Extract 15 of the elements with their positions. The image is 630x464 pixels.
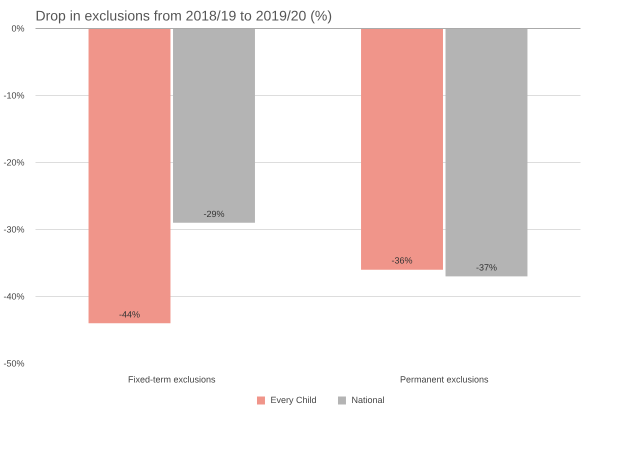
- x-tick-label: Permanent exclusions: [400, 374, 490, 384]
- y-tick-label: -40%: [3, 292, 25, 302]
- data-label: -37%: [476, 262, 497, 272]
- y-tick-label: -20%: [3, 158, 25, 168]
- legend-label: National: [351, 395, 385, 405]
- data-label: -44%: [119, 309, 140, 320]
- data-label: -29%: [203, 208, 224, 219]
- y-tick-label: 0%: [11, 24, 25, 34]
- legend-label: Every Child: [270, 395, 316, 405]
- data-label: -36%: [392, 256, 413, 266]
- y-tick-label: -30%: [3, 224, 25, 234]
- y-tick-label: -50%: [3, 358, 25, 368]
- chart-title: Drop in exclusions from 2018/19 to 2019/20 (%): [36, 8, 332, 24]
- x-tick-label: Fixed-term exclusions: [128, 374, 216, 384]
- y-tick-label: -10%: [3, 90, 25, 100]
